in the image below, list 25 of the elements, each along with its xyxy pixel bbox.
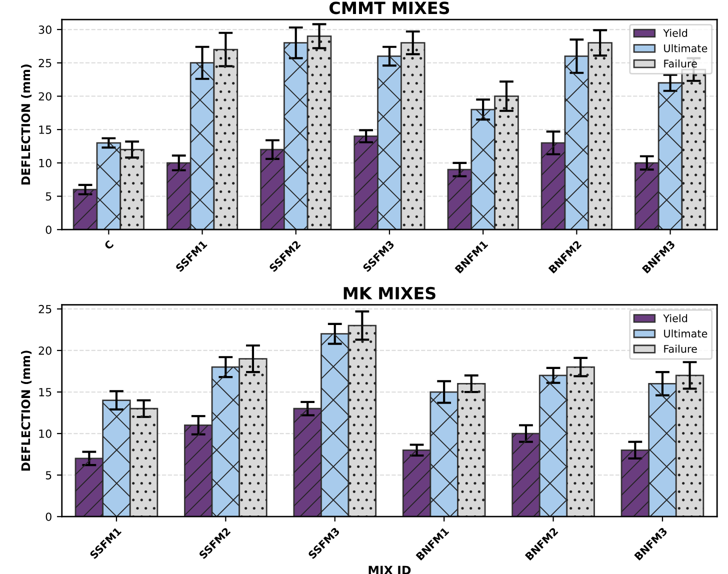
y-tick-label: 5 <box>46 471 52 480</box>
y-tick-label: 20 <box>38 346 52 355</box>
y-tick-label: 30 <box>38 25 52 34</box>
chart-title: CMMT MIXES <box>330 2 450 14</box>
y-tick-label: 15 <box>39 388 52 396</box>
legend-label: Ultimate <box>664 329 708 338</box>
chart-title: MK MIXES <box>344 286 436 300</box>
x-axis-title: MIX ID <box>368 566 411 574</box>
y-tick-label: 25 <box>38 58 52 68</box>
y-tick-label: 10 <box>39 158 52 168</box>
y-tick-label: 5 <box>46 192 52 201</box>
x-tick-label: C <box>104 240 114 250</box>
legend-label: Yield <box>663 314 688 322</box>
y-tick-label: 10 <box>39 430 52 438</box>
y-tick-label: 25 <box>38 304 52 314</box>
y-tick-label: 0 <box>46 512 52 521</box>
legend-label: Yield <box>663 28 688 37</box>
legend-label: Ultimate <box>664 44 708 52</box>
legend-label: Failure <box>664 59 697 68</box>
y-tick-label: 0 <box>46 226 52 234</box>
y-tick-label: 15 <box>39 126 52 134</box>
y-tick-label: 20 <box>38 92 52 101</box>
y-axis-title: DEFLECTION (mm) <box>21 350 32 471</box>
y-axis-title: DEFLECTION (mm) <box>21 64 32 184</box>
legend-label: Failure <box>664 344 697 353</box>
